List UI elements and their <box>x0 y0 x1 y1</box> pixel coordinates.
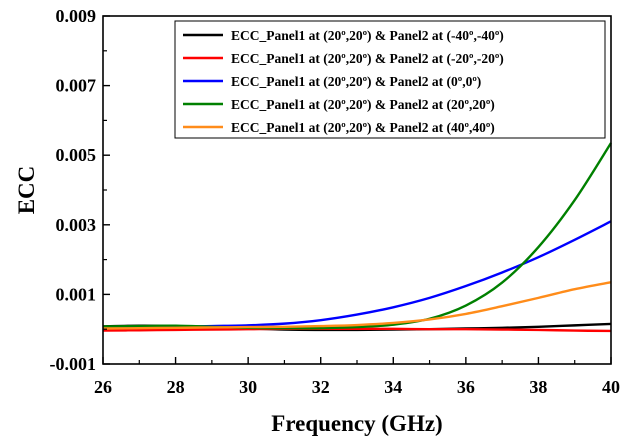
legend-label: ECC_Panel1 at (20º,20º) & Panel2 at (-20… <box>231 51 504 66</box>
x-tick-label: 38 <box>529 377 547 397</box>
x-tick-label: 32 <box>312 377 330 397</box>
y-tick-label: 0.007 <box>56 76 97 96</box>
x-axis-title: Frequency (GHz) <box>271 411 442 436</box>
y-axis-title: ECC <box>14 166 39 215</box>
x-tick-label: 34 <box>384 377 402 397</box>
series-line-2 <box>102 327 612 333</box>
y-tick-label: 0.001 <box>56 284 97 304</box>
series-line-5 <box>102 281 612 330</box>
y-tick-label: 0.005 <box>56 145 97 165</box>
y-tick-label: 0.003 <box>56 215 97 235</box>
ticks-layer: 26 28 30 32 34 36 38 40 -0.001 0.001 0.003 0.005 0.0… <box>50 6 621 397</box>
legend-label: ECC_Panel1 at (20º,20º) & Panel2 at (20º… <box>231 97 495 112</box>
series-layer <box>102 142 613 333</box>
legend-label: ECC_Panel1 at (20º,20º) & Panel2 at (0º,… <box>231 74 481 89</box>
x-tick-label: 28 <box>167 377 185 397</box>
x-tick-label: 26 <box>94 377 112 397</box>
series-line-4 <box>102 142 613 330</box>
legend: ECC_Panel1 at (20º,20º) & Panel2 at (-40… <box>174 20 606 139</box>
legend-label: ECC_Panel1 at (20º,20º) & Panel2 at (-40… <box>231 28 504 43</box>
series-line-3 <box>102 220 612 330</box>
x-tick-label: 30 <box>239 377 257 397</box>
x-tick-label: 36 <box>457 377 475 397</box>
legend-label: ECC_Panel1 at (20º,20º) & Panel2 at (40º… <box>231 120 495 135</box>
x-tick-label: 40 <box>602 377 620 397</box>
legend-box <box>174 20 606 139</box>
y-tick-label: 0.009 <box>56 6 97 26</box>
y-tick-label: -0.001 <box>50 354 97 374</box>
